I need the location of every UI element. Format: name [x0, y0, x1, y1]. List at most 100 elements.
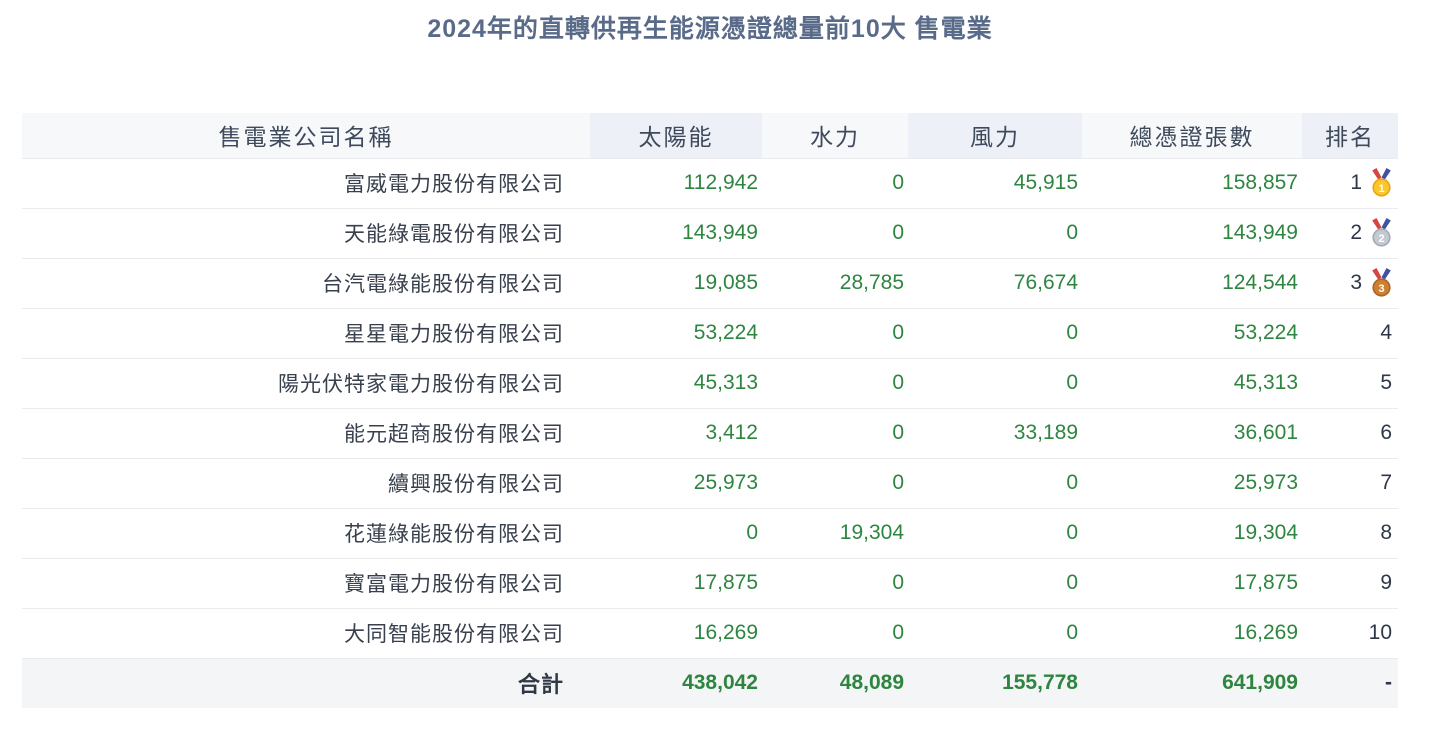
total-wind-value: 155,778 [908, 657, 1082, 708]
col-header-rank: 排名 [1302, 113, 1398, 158]
company-name: 陽光伏特家電力股份有限公司 [22, 357, 590, 408]
wind-value: 0 [908, 207, 1082, 258]
rank-number: 8 [1380, 521, 1392, 545]
hydro-value: 0 [762, 407, 908, 458]
svg-text:3: 3 [1378, 283, 1384, 295]
table-row: 星星電力股份有限公司 53,224 0 0 53,224 4 [22, 307, 1398, 358]
total-value: 124,544 [1082, 257, 1302, 308]
gold-medal-icon: 1 [1372, 167, 1391, 197]
company-name: 天能綠電股份有限公司 [22, 207, 590, 258]
table-row: 大同智能股份有限公司 16,269 0 0 16,269 10 [22, 607, 1398, 658]
rank-number: 2 [1350, 221, 1362, 244]
table-row: 台汽電綠能股份有限公司 19,085 28,785 76,674 124,544 3 3 [22, 257, 1398, 308]
rank-cell: 4 [1302, 307, 1398, 358]
company-name: 富威電力股份有限公司 [22, 157, 590, 208]
table-row: 花蓮綠能股份有限公司 0 19,304 0 19,304 8 [22, 507, 1398, 558]
company-name: 寶富電力股份有限公司 [22, 557, 590, 608]
solar-value: 3,412 [590, 407, 762, 458]
hydro-value: 0 [762, 157, 908, 208]
table-row: 寶富電力股份有限公司 17,875 0 0 17,875 9 [22, 557, 1398, 608]
total-solar-value: 438,042 [590, 657, 762, 708]
solar-value: 0 [590, 507, 762, 558]
rank-cell: 9 [1302, 557, 1398, 608]
hydro-value: 0 [762, 207, 908, 258]
solar-value: 17,875 [590, 557, 762, 608]
total-value: 19,304 [1082, 507, 1302, 558]
rank-number: 1 [1350, 171, 1362, 194]
rank-cell: 8 [1302, 507, 1398, 558]
total-value: 53,224 [1082, 307, 1302, 358]
total-value: 25,973 [1082, 457, 1302, 508]
wind-value: 0 [908, 607, 1082, 658]
col-header-total: 總憑證張數 [1082, 113, 1302, 158]
rank-cell: 6 [1302, 407, 1398, 458]
rank-number: 3 [1350, 271, 1362, 294]
table-row: 續興股份有限公司 25,973 0 0 25,973 7 [22, 457, 1398, 508]
wind-value: 0 [908, 557, 1082, 608]
company-name: 花蓮綠能股份有限公司 [22, 507, 590, 558]
total-value: 158,857 [1082, 157, 1302, 208]
hydro-value: 0 [762, 557, 908, 608]
wind-value: 45,915 [908, 157, 1082, 208]
company-name: 台汽電綠能股份有限公司 [22, 257, 590, 308]
total-value: 45,313 [1082, 357, 1302, 408]
total-value: 143,949 [1082, 207, 1302, 258]
hydro-value: 19,304 [762, 507, 908, 558]
hydro-value: 0 [762, 307, 908, 358]
hydro-value: 28,785 [762, 257, 908, 308]
company-name: 能元超商股份有限公司 [22, 407, 590, 458]
total-value: 36,601 [1082, 407, 1302, 458]
wind-value: 76,674 [908, 257, 1082, 308]
solar-value: 53,224 [590, 307, 762, 358]
wind-value: 33,189 [908, 407, 1082, 458]
company-name: 星星電力股份有限公司 [22, 307, 590, 358]
col-header-company: 售電業公司名稱 [22, 113, 590, 158]
table-body: 富威電力股份有限公司 112,942 0 45,915 158,857 1 1 天能綠電股… [22, 157, 1398, 658]
rank-cell: 10 [1302, 607, 1398, 658]
rank-number: 6 [1380, 421, 1392, 445]
solar-value: 143,949 [590, 207, 762, 258]
total-value: 17,875 [1082, 557, 1302, 608]
wind-value: 0 [908, 507, 1082, 558]
rank-cell: 5 [1302, 357, 1398, 408]
table-row: 陽光伏特家電力股份有限公司 45,313 0 0 45,313 5 [22, 357, 1398, 408]
wind-value: 0 [908, 357, 1082, 408]
rank-cell: 1 1 [1302, 157, 1398, 208]
total-label: 合計 [22, 657, 590, 708]
rank-number: 5 [1380, 371, 1392, 395]
rank-cell: 2 2 [1302, 207, 1398, 258]
total-value: 16,269 [1082, 607, 1302, 658]
table-row: 能元超商股份有限公司 3,412 0 33,189 36,601 6 [22, 407, 1398, 458]
solar-value: 25,973 [590, 457, 762, 508]
table-row: 天能綠電股份有限公司 143,949 0 0 143,949 2 2 [22, 207, 1398, 258]
solar-value: 19,085 [590, 257, 762, 308]
svg-text:1: 1 [1378, 183, 1384, 195]
wind-value: 0 [908, 457, 1082, 508]
svg-text:2: 2 [1378, 233, 1384, 245]
table-total-row: 合計 438,042 48,089 155,778 641,909 - [22, 657, 1398, 708]
bronze-medal-icon: 3 [1372, 267, 1391, 297]
solar-value: 45,313 [590, 357, 762, 408]
table-row: 富威電力股份有限公司 112,942 0 45,915 158,857 1 1 [22, 157, 1398, 208]
wind-value: 0 [908, 307, 1082, 358]
total-rank: - [1302, 657, 1398, 708]
retailers-table: 售電業公司名稱 太陽能 水力 風力 總憑證張數 排名 富威電力股份有限公司 112… [22, 113, 1398, 708]
solar-value: 16,269 [590, 607, 762, 658]
company-name: 續興股份有限公司 [22, 457, 590, 508]
hydro-value: 0 [762, 607, 908, 658]
hydro-value: 0 [762, 457, 908, 508]
rank-number: 10 [1368, 621, 1392, 645]
company-name: 大同智能股份有限公司 [22, 607, 590, 658]
rank-cell: 7 [1302, 457, 1398, 508]
rank-number: 7 [1380, 471, 1392, 495]
solar-value: 112,942 [590, 157, 762, 208]
table-header-row: 售電業公司名稱 太陽能 水力 風力 總憑證張數 排名 [22, 113, 1398, 158]
retailers-table-container: 售電業公司名稱 太陽能 水力 風力 總憑證張數 排名 富威電力股份有限公司 112… [22, 113, 1398, 708]
col-header-wind: 風力 [908, 113, 1082, 158]
col-header-solar: 太陽能 [590, 113, 762, 158]
rank-number: 4 [1380, 321, 1392, 345]
silver-medal-icon: 2 [1372, 217, 1391, 247]
col-header-hydro: 水力 [762, 113, 908, 158]
total-total-value: 641,909 [1082, 657, 1302, 708]
page-title: 2024年的直轉供再生能源憑證總量前10大 售電業 [427, 15, 993, 43]
